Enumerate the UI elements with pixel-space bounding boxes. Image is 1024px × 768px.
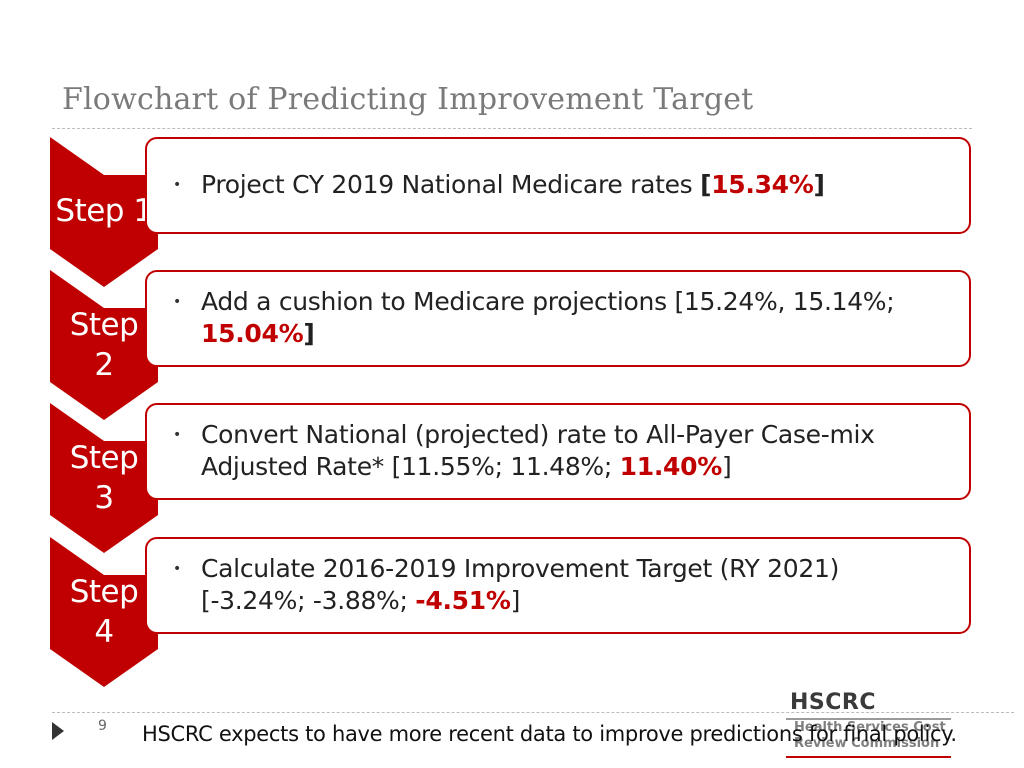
step-1-text: • Project CY 2019 National Medicare rate… — [173, 169, 945, 201]
play-triangle-icon — [52, 722, 64, 744]
step-3-text: • Convert National (projected) rate to A… — [173, 419, 945, 483]
step-3-bullet: • — [173, 427, 181, 443]
footer-note: HSCRC expects to have more recent data t… — [142, 722, 957, 746]
step-2-bullet: • — [173, 294, 181, 310]
step-4-chevron-shape — [50, 537, 158, 687]
footer-divider — [52, 712, 1014, 713]
step-3-label: Step 3 — [69, 440, 139, 516]
step-2-box: • Add a cushion to Medicare projections … — [145, 270, 971, 367]
step-2-bracket-close: ] — [303, 319, 315, 348]
step-2-label: Step 2 — [69, 307, 139, 383]
step-1-bracket-open: [ — [700, 170, 712, 199]
step-3-text-main: Convert National (projected) rate to All… — [201, 420, 875, 481]
title-divider — [52, 128, 972, 129]
step-4-box: • Calculate 2016-2019 Improvement Target… — [145, 537, 971, 634]
step-4-highlight: -4.51% — [415, 586, 511, 615]
page-title: Flowchart of Predicting Improvement Targ… — [62, 82, 754, 117]
step-1-highlight: 15.34% — [711, 170, 814, 199]
step-1-text-main: Project CY 2019 National Medicare rates — [201, 170, 701, 199]
step-4-chevron: Step 4 — [50, 537, 158, 687]
page-number: 9 — [98, 718, 107, 734]
step-1-bullet: • — [173, 177, 181, 193]
step-1-label: Step 1 — [55, 193, 153, 229]
step-3-highlight: 11.40% — [619, 452, 723, 481]
step-3-chevron-shape — [50, 403, 158, 553]
logo-rule-red — [786, 756, 951, 758]
step-3-box: • Convert National (projected) rate to A… — [145, 403, 971, 500]
hscrc-logo: HSCRC Health Services Cost Review Commis… — [786, 690, 956, 760]
step-1-chevron-shape — [50, 137, 158, 287]
step-2-chevron-shape — [50, 270, 158, 420]
step-1-box: • Project CY 2019 National Medicare rate… — [145, 137, 971, 234]
logo-brand: HSCRC — [790, 690, 876, 715]
step-4-bracket-close: ] — [510, 586, 521, 615]
step-2-highlight: 15.04% — [201, 319, 304, 348]
step-4-bullet: • — [173, 561, 181, 577]
logo-line-1: Health Services Cost — [794, 720, 946, 735]
step-3-bracket-close: ] — [722, 452, 732, 481]
step-2-chevron: Step 2 — [50, 270, 158, 420]
step-4-label: Step 4 — [69, 574, 139, 650]
step-2-text-main: Add a cushion to Medicare projections [1… — [201, 287, 895, 316]
step-3-chevron: Step 3 — [50, 403, 158, 553]
step-4-text-main: Calculate 2016-2019 Improvement Target (… — [201, 554, 840, 615]
logo-line-2: Review Commission — [794, 736, 940, 751]
step-1-bracket-close: ] — [813, 170, 825, 199]
logo-rule-gray — [786, 718, 951, 720]
step-2-text: • Add a cushion to Medicare projections … — [173, 286, 945, 350]
step-1-chevron: Step 1 — [50, 137, 158, 287]
step-4-text: • Calculate 2016-2019 Improvement Target… — [173, 553, 945, 617]
